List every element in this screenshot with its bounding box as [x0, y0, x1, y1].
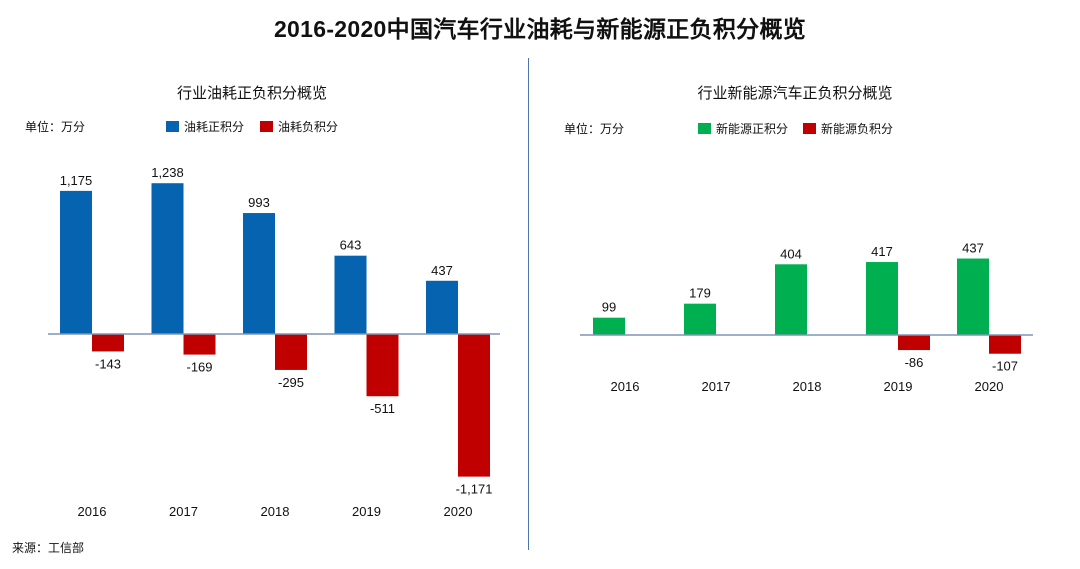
legend-label-2: 新能源负积分: [821, 121, 893, 136]
positive-value-label: 1,238: [151, 165, 184, 180]
positive-value-label: 99: [602, 300, 616, 315]
chart-title: 行业油耗正负积分概览: [177, 85, 327, 102]
legend-swatch-2: [803, 123, 816, 134]
legend-label-1: 新能源正积分: [716, 121, 788, 136]
legend-swatch-1: [166, 121, 179, 132]
negative-bar: [458, 334, 490, 477]
category-label: 2018: [793, 379, 822, 394]
category-label: 2020: [975, 379, 1004, 394]
negative-bar: [898, 335, 930, 351]
negative-value-label: -107: [992, 359, 1018, 374]
positive-value-label: 437: [431, 263, 453, 278]
negative-bar: [275, 334, 307, 370]
legend-swatch-2: [260, 121, 273, 132]
positive-bar: [151, 183, 184, 334]
category-label: 2017: [702, 379, 731, 394]
positive-bar: [60, 190, 92, 334]
positive-value-label: 179: [689, 286, 711, 301]
positive-bar: [334, 255, 367, 334]
category-label: 2020: [444, 504, 473, 519]
negative-bar: [92, 334, 124, 352]
positive-bar: [866, 262, 898, 335]
negative-value-label: -295: [278, 375, 304, 390]
positive-value-label: 404: [780, 246, 802, 261]
category-label: 2019: [884, 379, 913, 394]
negative-value-label: -86: [905, 355, 924, 370]
positive-bar: [243, 213, 275, 334]
positive-bar: [957, 258, 989, 335]
category-label: 2016: [611, 379, 640, 394]
negative-value-label: -143: [95, 356, 121, 371]
negative-value-label: -1,171: [456, 482, 493, 497]
page-title: 2016-2020中国汽车行业油耗与新能源正负积分概览: [273, 16, 807, 42]
negative-value-label: -169: [186, 360, 212, 375]
negative-bar: [183, 334, 216, 355]
legend-swatch-1: [698, 123, 711, 134]
positive-value-label: 437: [962, 241, 984, 256]
negative-bar: [366, 334, 399, 397]
positive-bar: [775, 264, 807, 335]
unit-label: 单位：万分: [564, 121, 624, 136]
positive-value-label: 1,175: [60, 173, 93, 188]
positive-value-label: 993: [248, 195, 270, 210]
positive-bar: [593, 317, 625, 335]
chart-title: 行业新能源汽车正负积分概览: [697, 85, 892, 102]
legend-label-2: 油耗负积分: [278, 120, 338, 134]
negative-bar: [989, 335, 1021, 354]
unit-label: 单位：万分: [25, 119, 85, 134]
positive-bar: [684, 303, 716, 335]
positive-value-label: 417: [871, 244, 893, 259]
chart-divider: [528, 58, 529, 550]
category-label: 2017: [169, 504, 198, 519]
positive-bar: [426, 280, 458, 334]
source-note: 来源：工信部: [12, 541, 85, 555]
legend-label-1: 油耗正积分: [184, 120, 244, 134]
category-label: 2018: [261, 504, 290, 519]
negative-value-label: -511: [370, 401, 395, 416]
positive-value-label: 643: [340, 238, 362, 253]
category-label: 2016: [78, 504, 107, 519]
category-label: 2019: [352, 504, 381, 519]
